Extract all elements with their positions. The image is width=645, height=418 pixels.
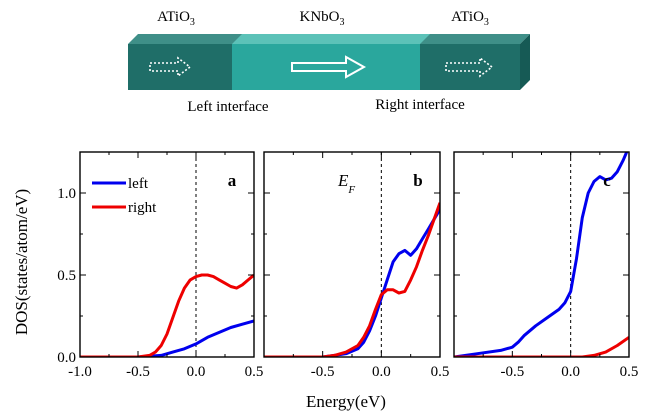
legend-label-left: left (128, 176, 149, 192)
right-block (420, 44, 520, 90)
x-tick-label: -0.5 (500, 364, 524, 380)
x-tick-label: -1.0 (68, 364, 92, 380)
series-line-right (454, 336, 629, 357)
panel-b: -0.5 0.0 0.5 b EF (263, 151, 450, 380)
series-line-left (80, 319, 254, 357)
y-axis-title: DOS(states/atom/eV) (12, 189, 31, 335)
panel-c: -0.5 0.0 0.5 c (453, 151, 639, 380)
x-tick-label: 0.5 (245, 364, 264, 380)
center-material-label: KNbO3 (300, 9, 345, 28)
x-tick-label: 0.0 (561, 364, 580, 380)
y-tick-label: 1.0 (57, 186, 76, 202)
x-tick-label: 0.5 (431, 364, 450, 380)
dos-panels: -1.0 -0.5 0.0 0.5 0.0 0.5 1.0 a left right -0.5 0.0… (57, 151, 639, 380)
panel-letter: a (228, 171, 237, 190)
panel-a: -1.0 -0.5 0.0 0.5 0.0 0.5 1.0 a left right (57, 151, 264, 380)
left-block (128, 44, 234, 90)
legend-label-right: right (128, 200, 157, 216)
series-line-right (264, 202, 440, 357)
center-block-top (232, 34, 432, 44)
x-tick-label: -0.5 (311, 364, 335, 380)
heterostructure-diagram: ATiO3 KNbO3 ATiO3 Left interface Right i… (128, 9, 530, 115)
y-tick-label: 0.5 (57, 268, 76, 284)
right-block-top (420, 34, 530, 44)
x-tick-label: 0.0 (187, 364, 206, 380)
right-interface-label: Right interface (375, 97, 465, 113)
x-tick-label: 0.5 (620, 364, 639, 380)
center-block (232, 44, 422, 90)
block-side-face (520, 34, 530, 90)
x-axis-title: Energy(eV) (306, 392, 386, 411)
panel-letter: c (603, 171, 611, 190)
x-tick-label: -0.5 (126, 364, 150, 380)
left-block-top (128, 34, 246, 44)
series-line-left (454, 152, 629, 357)
right-dotted-arrow-icon (445, 56, 494, 78)
fermi-label-base: E (337, 171, 349, 190)
fermi-level-label: EF (337, 171, 355, 196)
series-line-left (264, 208, 440, 357)
x-tick-label: 0.0 (372, 364, 391, 380)
y-tick-label: 0.0 (57, 350, 76, 366)
series-line-right (80, 273, 254, 357)
left-interface-label: Left interface (187, 99, 269, 115)
right-material-label: ATiO3 (451, 9, 489, 28)
center-solid-arrow-icon (291, 55, 367, 79)
left-dotted-arrow-icon (149, 56, 192, 78)
left-material-label: ATiO3 (157, 9, 195, 28)
fermi-label-sub: F (347, 184, 355, 196)
panel-letter: b (413, 171, 422, 190)
